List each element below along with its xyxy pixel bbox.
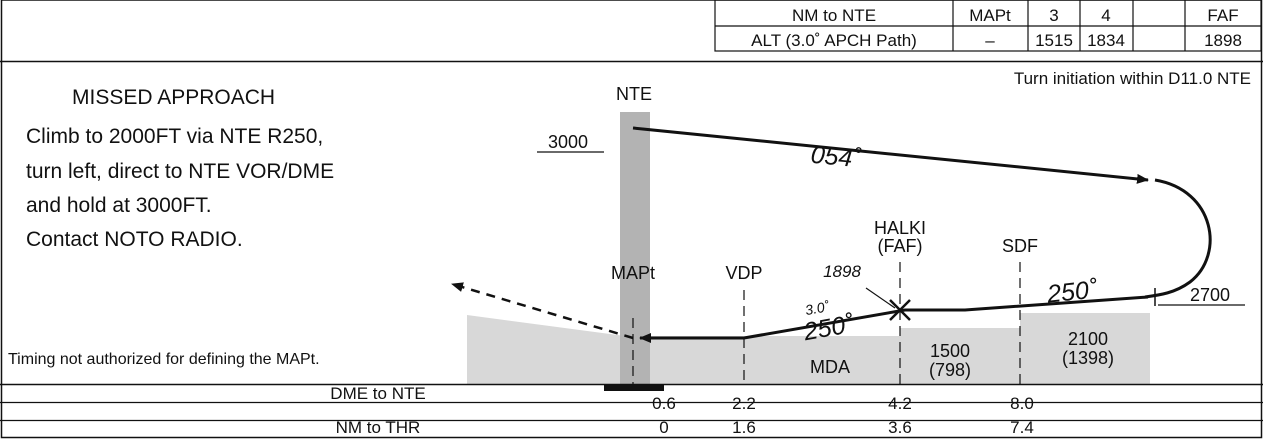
- thr-value-mapt: 0: [659, 418, 668, 437]
- nte-station-bar: [620, 112, 650, 384]
- thr-row-label: NM to THR: [336, 418, 421, 437]
- sdf-min-area: [1020, 313, 1150, 384]
- faf-cross-marker: [889, 299, 911, 321]
- dme-value-faf: 4.2: [888, 394, 912, 413]
- mapt-label: MAPt: [611, 263, 655, 283]
- dme-value-mapt: 0.6: [652, 394, 676, 413]
- sdf-minimum: 2100: [1068, 329, 1108, 349]
- alt-table-faf-value: 1898: [1204, 31, 1242, 50]
- mda-label: MDA: [810, 357, 850, 377]
- faf-alt-leader-line: [865, 287, 896, 309]
- sdf-label: SDF: [1002, 236, 1038, 256]
- thr-value-vdp: 1.6: [732, 418, 756, 437]
- sdf-minimum-hat: (1398): [1062, 348, 1114, 368]
- distance-table: DME to NTE 0.6 2.2 4.2 8.0 NM to THR 0 1…: [0, 383, 1263, 437]
- hold-altitude: 3000: [548, 132, 588, 152]
- missed-approach-line-2: turn left, direct to NTE VOR/DME: [26, 160, 334, 183]
- turn-initiation-note: Turn initiation within D11.0 NTE: [1014, 69, 1251, 88]
- runway-bar: [604, 384, 664, 391]
- faf-minimum-hat: (798): [929, 360, 971, 380]
- dme-value-vdp: 2.2: [732, 394, 756, 413]
- alt-table-4-value: 1834: [1087, 31, 1125, 50]
- dme-row-label: DME to NTE: [330, 384, 425, 403]
- glide-angle-label: 3.0˚: [804, 298, 831, 318]
- faf-minimum: 1500: [930, 341, 970, 361]
- missed-approach-line-4: Contact NOTO RADIO.: [26, 228, 243, 251]
- terrain-area-left: [467, 315, 625, 384]
- missed-approach-title: MISSED APPROACH: [72, 86, 275, 109]
- thr-value-sdf: 7.4: [1010, 418, 1034, 437]
- faf-label: (FAF): [878, 236, 923, 256]
- dme-value-sdf: 8.0: [1010, 394, 1034, 413]
- inbound-course-upper-label: 250˚: [1045, 275, 1099, 308]
- vdp-label: VDP: [725, 263, 762, 283]
- missed-approach-line-1: Climb to 2000FT via NTE R250,: [26, 125, 323, 148]
- alt-table-header-mapt: MAPt: [969, 6, 1011, 25]
- alt-table-header-4: 4: [1101, 6, 1110, 25]
- outbound-track-054: [632, 126, 1149, 184]
- alt-table-header-nm: NM to NTE: [792, 6, 876, 25]
- missed-approach-line-3: and hold at 3000FT.: [26, 194, 212, 217]
- halki-label: HALKI: [874, 218, 926, 238]
- inbound-track-250: [639, 295, 1149, 343]
- timing-note: Timing not authorized for defining the M…: [8, 351, 320, 368]
- outbound-course-label: 054˚: [810, 141, 863, 174]
- procedure-turn-arc: [1144, 178, 1212, 299]
- altitude-table: NM to NTE MAPt 3 4 FAF ALT (3.0˚ APCH Pa…: [714, 0, 1262, 52]
- nte-label: NTE: [616, 84, 652, 104]
- turn-altitude: 2700: [1190, 285, 1230, 305]
- faf-crossing-altitude: 1898: [823, 262, 861, 281]
- alt-table-mapt-value: –: [985, 31, 995, 50]
- alt-table-header-3: 3: [1049, 6, 1058, 25]
- faf-min-area: [900, 328, 1020, 384]
- alt-table-header-faf: FAF: [1207, 6, 1238, 25]
- thr-value-faf: 3.6: [888, 418, 912, 437]
- alt-table-row-label: ALT (3.0˚ APCH Path): [751, 31, 917, 50]
- alt-table-3-value: 1515: [1035, 31, 1073, 50]
- mda-area: [645, 336, 900, 384]
